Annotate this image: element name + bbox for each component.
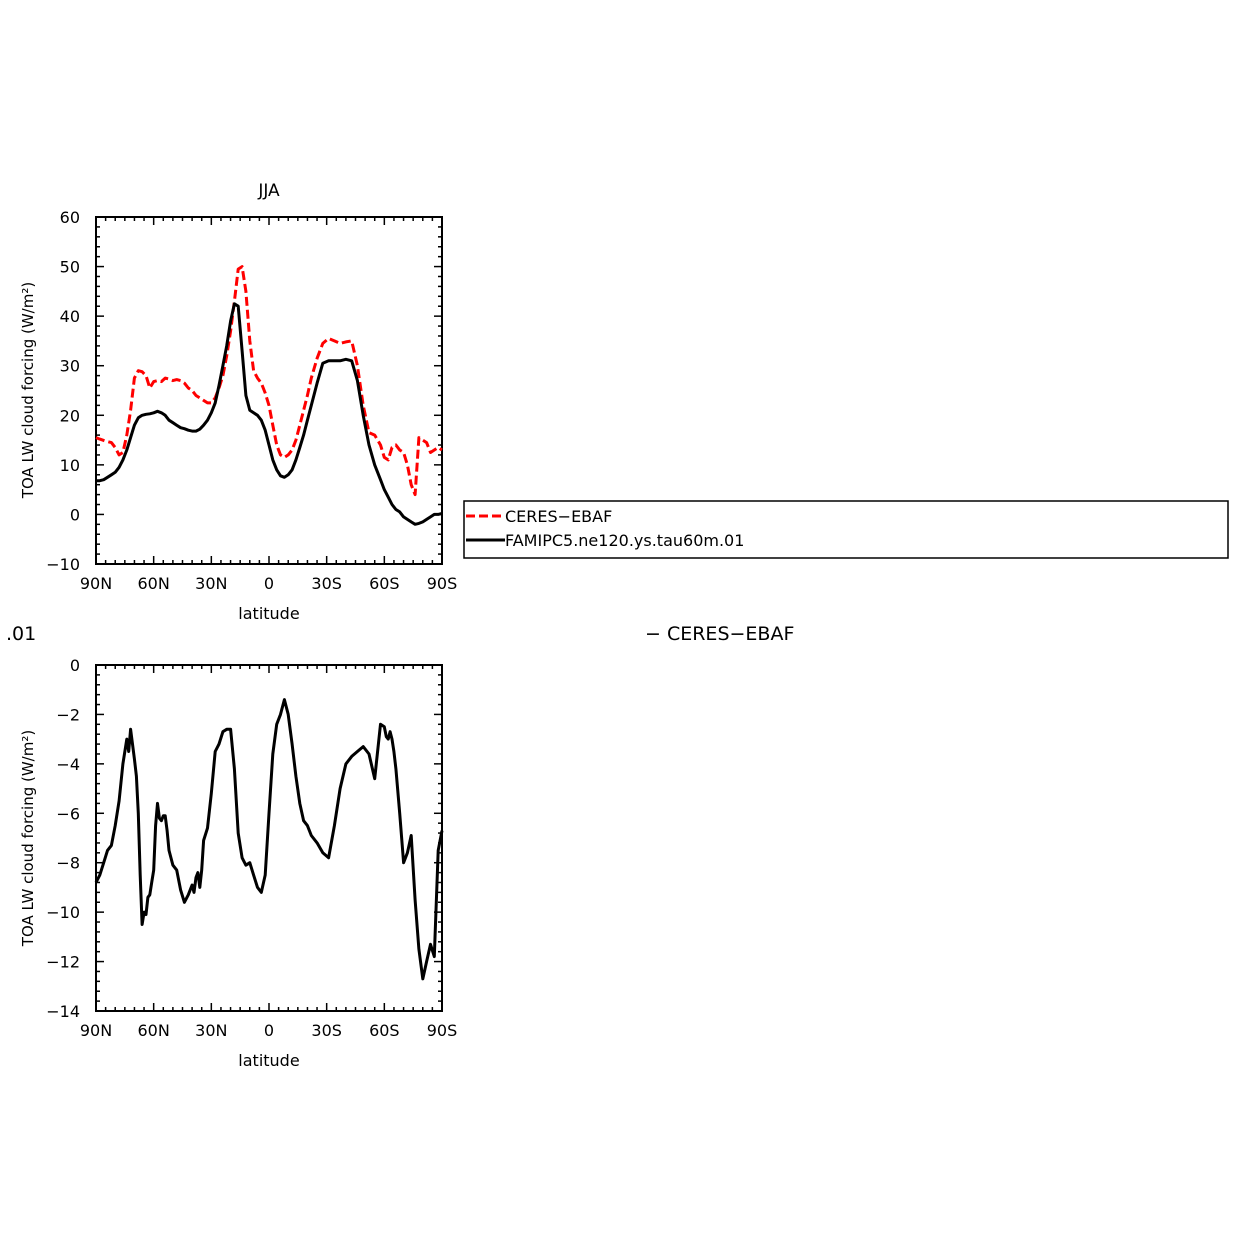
y-tick-label: −10 bbox=[46, 903, 80, 922]
x-tick-label: 0 bbox=[264, 574, 274, 593]
legend-label-model: FAMIPC5.ne120.ys.tau60m.01 bbox=[505, 531, 744, 550]
x-tick-label: 30N bbox=[195, 574, 227, 593]
overlay-text-left: .01 bbox=[6, 623, 36, 645]
series-line-0 bbox=[94, 698, 444, 981]
y-tick-label: −10 bbox=[46, 555, 80, 574]
x-tick-label: 30S bbox=[311, 574, 342, 593]
bottom-chart-series bbox=[94, 698, 444, 981]
x-tick-label: 90N bbox=[80, 1021, 112, 1040]
y-tick-label: 10 bbox=[60, 456, 80, 475]
x-tick-label: 60N bbox=[138, 1021, 170, 1040]
y-tick-label: 40 bbox=[60, 307, 80, 326]
legend: CERES−EBAF FAMIPC5.ne120.ys.tau60m.01 bbox=[463, 500, 1229, 559]
y-axis-label: TOA LW cloud forcing (W/m²) bbox=[19, 282, 37, 499]
y-tick-label: −4 bbox=[56, 755, 80, 774]
bottom-chart-axes: 90N 60N 30N 0 30S 60S 90S −14 −12 −10 −8 −6 −4 −2 0 bbox=[46, 656, 457, 1040]
x-tick-label: 30S bbox=[311, 1021, 342, 1040]
y-tick-label: 50 bbox=[60, 258, 80, 277]
plot-frame bbox=[95, 216, 443, 565]
x-tick-label: 60S bbox=[369, 1021, 400, 1040]
x-axis-label: latitude bbox=[238, 604, 299, 623]
top-chart-axes: 90N 60N 30N 0 30S 60S 90S −10 0 10 20 30 40 50 60 bbox=[46, 208, 457, 593]
y-tick-label: 0 bbox=[70, 505, 80, 524]
y-tick-label: 30 bbox=[60, 357, 80, 376]
y-tick-label: 60 bbox=[60, 208, 80, 227]
x-axis-label: latitude bbox=[238, 1051, 299, 1070]
x-tick-label: 90S bbox=[427, 1021, 458, 1040]
plot-frame bbox=[95, 664, 443, 1012]
x-tick-label: 60N bbox=[138, 574, 170, 593]
y-tick-label: −14 bbox=[46, 1002, 80, 1021]
top-chart-series bbox=[95, 265, 443, 526]
x-tick-label: 0 bbox=[264, 1021, 274, 1040]
x-tick-label: 30N bbox=[195, 1021, 227, 1040]
x-tick-label: 90S bbox=[427, 574, 458, 593]
y-axis-label: TOA LW cloud forcing (W/m²) bbox=[19, 730, 37, 947]
bottom-chart: 90N 60N 30N 0 30S 60S 90S −14 −12 −10 −8 −6 −4 −2 0 la… bbox=[19, 656, 457, 1070]
legend-box bbox=[463, 500, 1229, 559]
series-line-1 bbox=[96, 302, 443, 526]
legend-label-ceres: CERES−EBAF bbox=[505, 507, 612, 526]
series-line-0 bbox=[95, 265, 443, 497]
chart-title: JJA bbox=[257, 181, 280, 201]
y-tick-label: −2 bbox=[56, 705, 80, 724]
y-tick-label: −6 bbox=[56, 804, 80, 823]
x-tick-label: 90N bbox=[80, 574, 112, 593]
overlay-text-right: − CERES−EBAF bbox=[645, 623, 794, 645]
y-tick-label: −12 bbox=[46, 953, 80, 972]
y-tick-label: 20 bbox=[60, 406, 80, 425]
top-chart: JJA 90N 60N 30N 0 30S 60S 90S−100102030405060 … bbox=[19, 181, 457, 623]
y-tick-label: 0 bbox=[70, 656, 80, 675]
x-tick-label: 60S bbox=[369, 574, 400, 593]
y-tick-label: −8 bbox=[56, 854, 80, 873]
